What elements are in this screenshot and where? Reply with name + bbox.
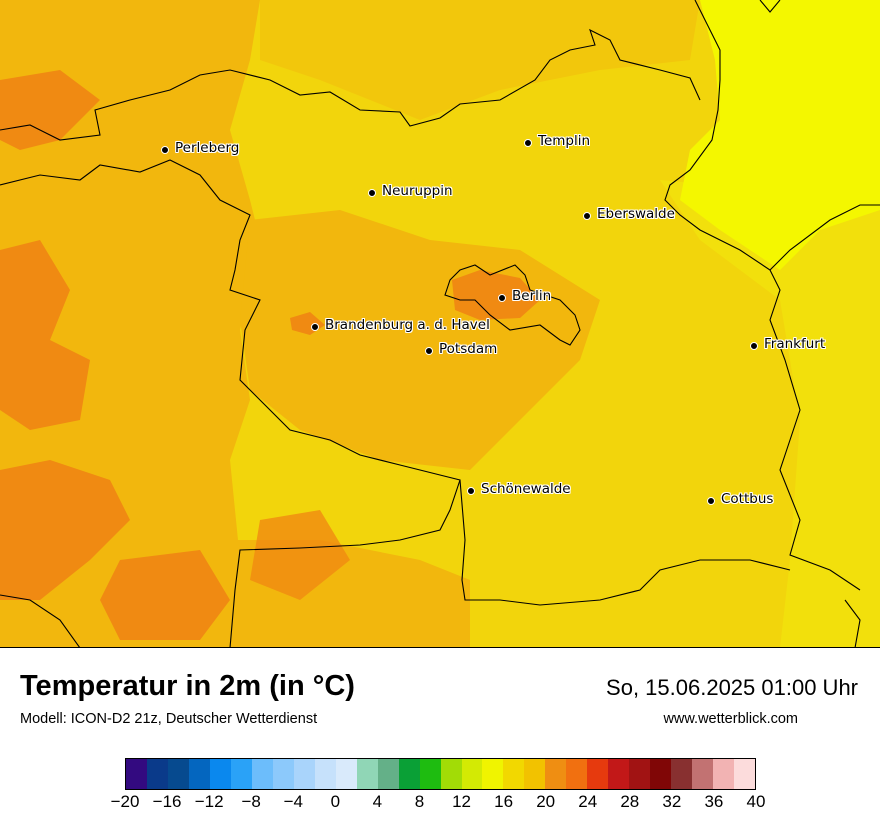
colorbar-swatch [419,759,441,789]
map-title: Temperatur in 2m (in °C) [20,670,355,702]
colorbar-tick: 4 [372,792,383,811]
city-dot [707,497,715,505]
temperature-field-map [0,0,880,647]
colorbar-tick: 36 [704,792,724,811]
colorbar-swatch [629,759,651,789]
city-label: Templin [538,133,591,149]
model-credit: Modell: ICON-D2 21z, Deutscher Wetterdie… [20,711,318,727]
city-dot [524,139,532,147]
city-label: Eberswalde [597,206,675,222]
colorbar-swatch [461,759,483,789]
field-orange-south [250,510,350,600]
city-dot [583,212,591,220]
city-label: Cottbus [721,491,774,507]
colorbar-swatch [545,759,567,789]
colorbar-swatch [398,759,420,789]
colorbar-tick: 40 [746,792,766,811]
colorbar-swatch [126,759,147,789]
weather-map: Perleberg Templin Neuruppin Eberswalde B… [0,0,880,648]
colorbar-swatch [482,759,504,789]
valid-datetime: So, 15.06.2025 01:00 Uhr [606,675,858,700]
colorbar-swatch [146,759,168,789]
colorbar-swatch [503,759,525,789]
colorbar-tick: 12 [452,792,471,811]
city-label: Berlin [512,288,552,304]
colorbar-tick: 0 [330,792,341,811]
colorbar-swatch [314,759,336,789]
colorbar-swatch [734,759,756,789]
field-northeast [680,0,880,270]
colorbar-swatch [524,759,546,789]
colorbar-swatch [377,759,399,789]
colorbar-tick: −20 [110,792,140,811]
colorbar-tick: −12 [194,792,224,811]
city-label: Perleberg [175,140,240,156]
colorbar-swatch [713,759,735,789]
city-label: Potsdam [439,341,498,357]
colorbar-tick-labels: −20 −16 −12 −8 −4 0 4 8 12 16 20 24 28 32 36 40 [111,792,766,822]
colorbar-tick: −16 [152,792,182,811]
temperature-colorbar [125,758,756,790]
field-orange-southwest [100,550,230,640]
colorbar-tick: 24 [578,792,598,811]
colorbar-swatch [440,759,462,789]
colorbar-swatch [671,759,693,789]
website-link[interactable]: www.wetterblick.com [663,711,798,727]
city-dot [425,347,433,355]
field-orange-west-2 [0,460,130,600]
city-dot [750,342,758,350]
colorbar-swatch [566,759,588,789]
colorbar-swatch [230,759,252,789]
colorbar-swatch [293,759,315,789]
colorbar-tick: 8 [414,792,425,811]
city-label: Schönewalde [481,481,571,497]
city-dot [311,323,319,331]
colorbar-tick: −8 [241,792,261,811]
city-dot [498,294,506,302]
state-boundaries [0,0,880,647]
colorbar-tick: 16 [494,792,514,811]
colorbar-tick: 28 [620,792,640,811]
colorbar-tick: 20 [536,792,556,811]
city-label: Frankfurt [764,336,826,352]
colorbar-swatch [692,759,714,789]
city-label: Neuruppin [382,183,453,199]
colorbar-swatch [167,759,189,789]
colorbar-swatch [272,759,294,789]
colorbar-swatch [209,759,231,789]
field-east [660,180,880,647]
field-center [240,210,600,470]
city-dot [161,146,169,154]
city-label: Brandenburg a. d. Havel [325,317,490,333]
field-berlin-spot [452,270,540,320]
colorbar-tick: 32 [662,792,682,811]
colorbar-swatch [188,759,210,789]
colorbar-swatch [587,759,609,789]
colorbar-swatch [608,759,630,789]
colorbar-swatch [650,759,672,789]
city-dot [467,487,475,495]
city-dot [368,189,376,197]
colorbar-swatch [335,759,357,789]
colorbar-swatch [251,759,273,789]
field-orange-west-1 [0,240,90,430]
field-orange-west-3 [0,70,100,150]
colorbar-tick: −4 [283,792,303,811]
colorbar-swatch [356,759,378,789]
